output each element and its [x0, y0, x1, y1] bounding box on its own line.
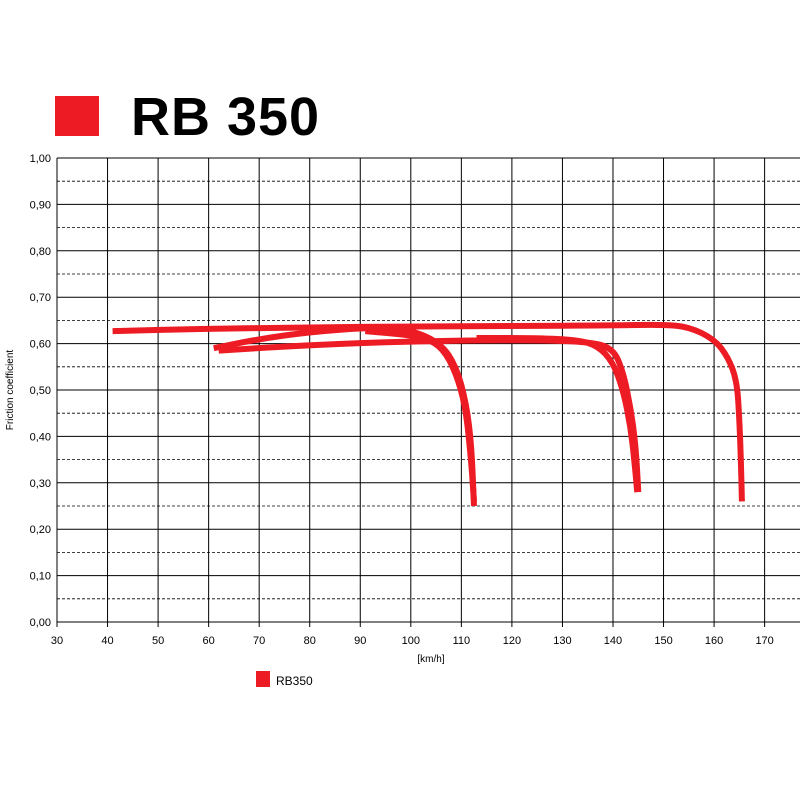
label-layer: 0,00 0,10 0,20 0,30 0,40 0,50 0,60 0,70 0,80 0,90… — [30, 153, 774, 647]
x-tick-label: 100 — [402, 635, 420, 647]
legend-swatch — [256, 671, 270, 687]
legend-label: RB350 — [276, 674, 313, 688]
x-tick-label: 140 — [604, 635, 622, 647]
title-color-swatch — [55, 96, 99, 136]
x-tick-label: 150 — [654, 635, 672, 647]
y-tick-label: 0,30 — [30, 478, 51, 490]
x-tick-label: 60 — [203, 635, 215, 647]
y-tick-label: 0,00 — [30, 617, 51, 629]
x-tick-label: 30 — [51, 635, 63, 647]
grid-layer — [56, 157, 800, 627]
y-axis-label: Friction coefficient — [5, 350, 16, 431]
x-tick-label: 50 — [152, 635, 164, 647]
x-tick-label: 90 — [354, 635, 366, 647]
y-tick-label: 0,50 — [30, 385, 51, 397]
y-tick-label: 0,40 — [30, 431, 51, 443]
x-axis-label: [km/h] — [417, 654, 444, 665]
series-curve — [213, 325, 477, 507]
y-tick-label: 0,20 — [30, 524, 51, 536]
series-curve — [218, 337, 642, 493]
x-tick-label: 80 — [304, 635, 316, 647]
page-title: RB 350 — [131, 87, 321, 147]
series-curve — [365, 328, 477, 502]
curve-layer — [112, 321, 745, 507]
x-tick-label: 70 — [253, 635, 265, 647]
y-tick-label: 0,80 — [30, 246, 51, 258]
y-tick-label: 0,60 — [30, 339, 51, 351]
series-curve — [476, 335, 641, 493]
y-tick-label: 0,70 — [30, 292, 51, 304]
x-tick-label: 130 — [553, 635, 571, 647]
x-tick-label: 110 — [453, 635, 471, 647]
x-tick-label: 120 — [503, 635, 521, 647]
y-tick-label: 0,90 — [30, 199, 51, 211]
x-tick-label: 170 — [755, 635, 773, 647]
y-tick-label: 1,00 — [30, 153, 51, 165]
x-tick-label: 40 — [101, 635, 113, 647]
x-tick-label: 160 — [705, 635, 723, 647]
y-tick-label: 0,10 — [30, 571, 51, 583]
